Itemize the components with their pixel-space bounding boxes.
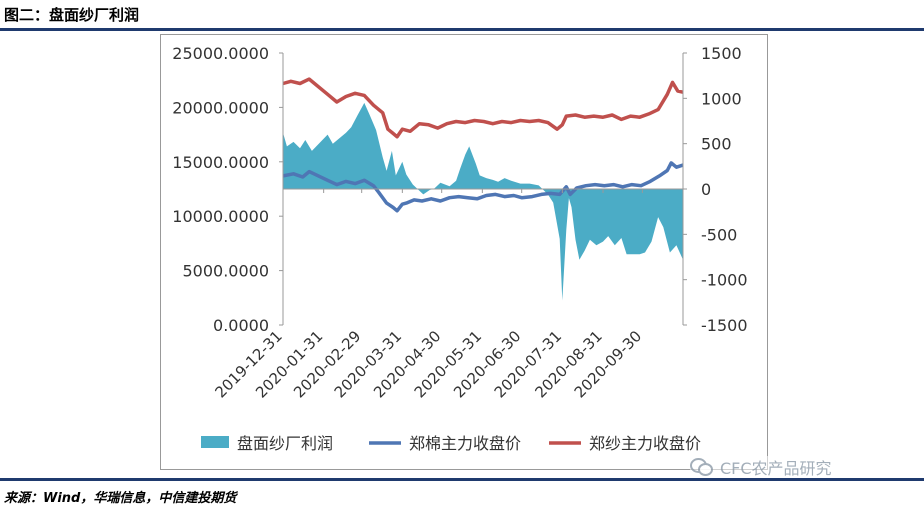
legend-label: 郑纱主力收盘价: [589, 434, 701, 453]
watermark-text: CFC农产品研究: [720, 459, 832, 478]
series-area-profit: [283, 102, 683, 301]
left-tick-label: 15000.0000: [172, 153, 269, 172]
page-title: 图二：盘面纱厂利润: [4, 6, 140, 24]
legend: 盘面纱厂利润 郑棉主力收盘价 郑纱主力收盘价: [201, 434, 701, 453]
right-tick-label: -500: [701, 225, 737, 244]
legend-item-cotton: 郑棉主力收盘价: [369, 434, 521, 453]
top-rule: [0, 28, 924, 31]
chart-svg: 0.0000 5000.0000 10000.0000 15000.0000 20000…: [172, 44, 748, 453]
right-tick-label: -1500: [701, 316, 748, 335]
left-tick-label: 0.0000: [213, 316, 269, 335]
bottom-rule: [0, 478, 924, 481]
series-line-cotton: [282, 161, 684, 213]
right-tick-label: 500: [701, 135, 732, 154]
left-tick-label: 20000.0000: [172, 98, 269, 117]
legend-item-profit: 盘面纱厂利润: [201, 434, 333, 453]
plot-area: [282, 77, 684, 301]
legend-label: 郑棉主力收盘价: [409, 434, 521, 453]
right-tick-label: 1500: [701, 44, 742, 63]
right-tick-label: 1000: [701, 89, 742, 108]
watermark: CFC农产品研究: [690, 456, 832, 478]
legend-item-yarn: 郑纱主力收盘价: [549, 434, 701, 453]
chart-frame: 0.0000 5000.0000 10000.0000 15000.0000 20000…: [160, 34, 768, 470]
wechat-icon: [690, 458, 714, 476]
left-tick-label: 5000.0000: [182, 262, 269, 281]
right-tick-label: -1000: [701, 271, 748, 290]
title-bar: 图二：盘面纱厂利润: [0, 0, 924, 30]
series-line-yarn: [282, 77, 684, 139]
legend-label: 盘面纱厂利润: [237, 434, 333, 453]
left-tick-label: 10000.0000: [172, 207, 269, 226]
legend-swatch: [201, 436, 229, 448]
source-note: 来源：Wind，华瑞信息，中信建投期货: [4, 491, 237, 506]
right-tick-label: 0: [701, 180, 711, 199]
left-tick-label: 25000.0000: [172, 44, 269, 63]
